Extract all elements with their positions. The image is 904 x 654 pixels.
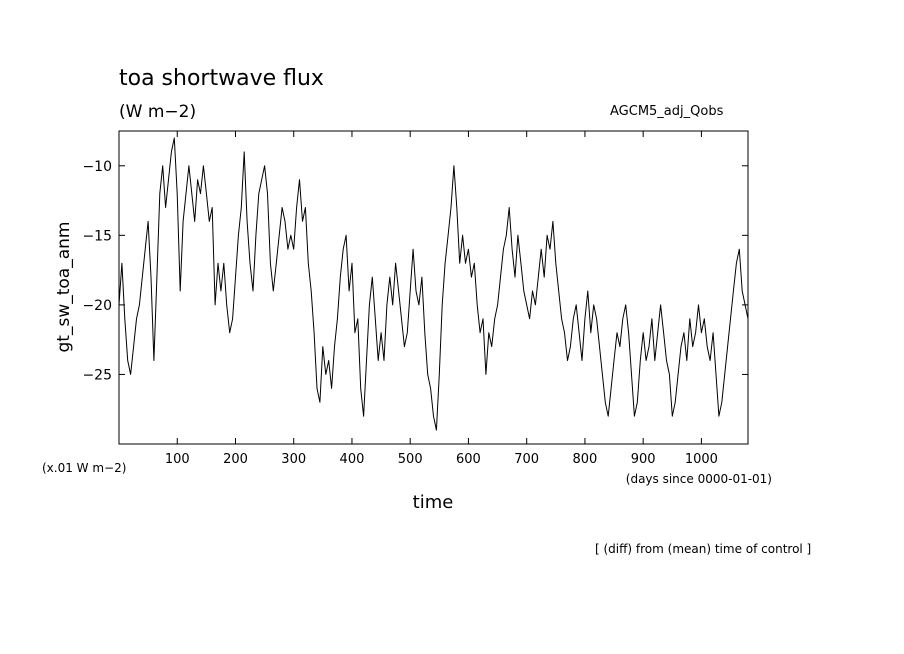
y-axis-label: gt_sw_toa_anm [54, 222, 74, 353]
plot-frame [118, 130, 749, 445]
x-tick-label: 600 [456, 452, 481, 467]
x-tick-label: 400 [340, 452, 365, 467]
x-tick-label: 900 [631, 452, 656, 467]
y-unit-note: (x.01 W m−2) [42, 461, 126, 475]
chart-title: toa shortwave flux [119, 66, 324, 91]
y-tick-label: −10 [82, 159, 112, 175]
model-name-label: AGCM5_adj_Qobs [610, 104, 724, 119]
x-tick-label: 700 [514, 452, 539, 467]
x-tick-label: 300 [281, 452, 306, 467]
comparison-note: [ (diff) from (mean) time of control ] [595, 542, 812, 556]
units-label: (W m−2) [119, 102, 197, 122]
x-tick-label: 1000 [685, 452, 718, 467]
y-tick-label: −25 [82, 367, 112, 383]
x-axis-label: time [413, 492, 454, 513]
x-unit-note: (days since 0000-01-01) [626, 472, 772, 486]
y-tick-label: −20 [82, 298, 112, 314]
series-line [118, 137, 749, 431]
x-tick-label: 800 [573, 452, 598, 467]
ticks-layer: 100 200 300 400 500 600 700 800 900 1000 −10 −15 −20… [82, 131, 748, 467]
x-tick-label: 100 [165, 452, 190, 467]
x-tick-label: 500 [398, 452, 423, 467]
y-tick-label: −15 [82, 228, 112, 244]
x-tick-label: 200 [223, 452, 248, 467]
series-layer [118, 137, 749, 431]
